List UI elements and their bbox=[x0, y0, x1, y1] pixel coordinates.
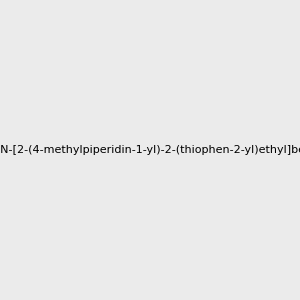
Text: 4-methyl-N-[2-(4-methylpiperidin-1-yl)-2-(thiophen-2-yl)ethyl]benzamide: 4-methyl-N-[2-(4-methylpiperidin-1-yl)-2… bbox=[0, 145, 300, 155]
